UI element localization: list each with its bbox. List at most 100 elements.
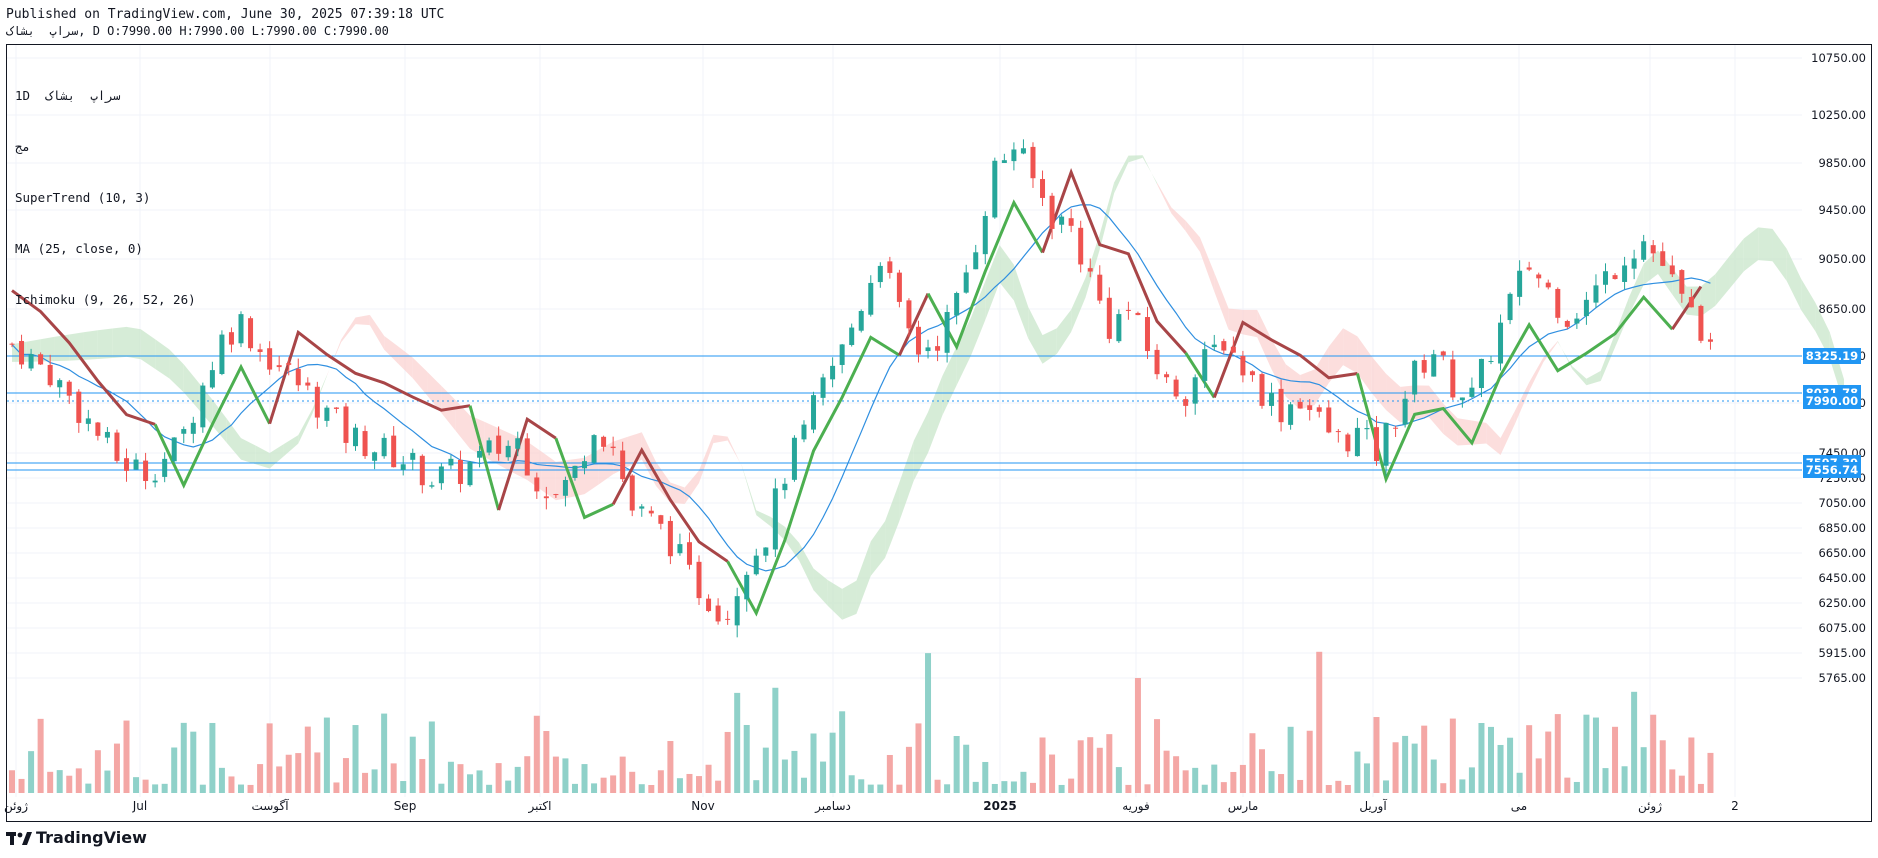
volume-bar bbox=[791, 750, 798, 793]
volume-bar bbox=[1354, 751, 1361, 793]
candle-body bbox=[629, 475, 635, 511]
legend-ma[interactable]: MA (25, close, 0) bbox=[15, 241, 143, 256]
cloud-segment bbox=[40, 336, 55, 362]
volume-bar bbox=[1449, 718, 1456, 793]
candle-body bbox=[686, 542, 692, 565]
volume-bar bbox=[467, 774, 474, 793]
volume-bar bbox=[9, 770, 15, 793]
candle-body bbox=[1555, 288, 1561, 318]
cloud-segment bbox=[226, 418, 242, 460]
candle-body bbox=[744, 574, 750, 600]
candle-body bbox=[1393, 427, 1399, 429]
candle-body bbox=[1020, 148, 1026, 154]
cloud-segment bbox=[999, 245, 1014, 301]
volume-bar bbox=[1058, 784, 1065, 793]
candle-body bbox=[190, 422, 196, 434]
candle-body bbox=[1517, 270, 1523, 297]
x-tick-12: ژوئن bbox=[1638, 799, 1662, 814]
cloud-segment bbox=[140, 329, 156, 369]
volume-bar bbox=[533, 715, 540, 793]
candle-body bbox=[601, 436, 607, 447]
volume-bar bbox=[1068, 778, 1075, 793]
volume-bar bbox=[724, 731, 731, 793]
legend-sub: مج bbox=[15, 139, 31, 154]
candle-body bbox=[906, 300, 912, 329]
cloud-segment bbox=[1500, 410, 1515, 455]
candle-body bbox=[429, 485, 435, 487]
candle-body bbox=[791, 437, 797, 480]
candle-body bbox=[124, 458, 130, 471]
candle-body bbox=[915, 326, 921, 355]
volume-bar bbox=[1077, 740, 1084, 793]
candle-body bbox=[362, 431, 368, 457]
supertrend-segment bbox=[1184, 352, 1216, 399]
candle-body bbox=[1488, 361, 1494, 363]
candle-body bbox=[305, 382, 311, 386]
volume-bar bbox=[1182, 770, 1189, 793]
candle-body bbox=[228, 332, 234, 345]
cloud-segment bbox=[870, 521, 886, 576]
volume-bar bbox=[972, 781, 979, 793]
cloud-segment bbox=[126, 326, 141, 360]
candle-body bbox=[295, 368, 301, 386]
y-tick-2: 9850.00 bbox=[1818, 156, 1866, 170]
candle-body bbox=[419, 455, 425, 486]
cloud-segment bbox=[1729, 238, 1744, 289]
volume-bar bbox=[600, 777, 607, 793]
volume-bar bbox=[438, 783, 445, 793]
volume-bar bbox=[686, 773, 693, 793]
candle-body bbox=[1459, 397, 1465, 401]
volume-bar bbox=[1535, 758, 1542, 793]
cloud-segment bbox=[899, 440, 914, 522]
volume-bar bbox=[1478, 723, 1485, 793]
tradingview-brand[interactable]: TradingView bbox=[6, 828, 147, 847]
cloud-segment bbox=[1128, 155, 1143, 163]
cloud-segment bbox=[398, 346, 413, 379]
volume-bar bbox=[295, 753, 302, 793]
volume-bar bbox=[1497, 744, 1504, 793]
cloud-segment bbox=[942, 346, 957, 416]
volume-bar bbox=[1001, 781, 1008, 793]
x-tick-6: دسامبر bbox=[814, 799, 851, 814]
legend-supertrend[interactable]: SuperTrend (10, 3) bbox=[15, 190, 151, 205]
cloud-segment bbox=[741, 466, 757, 516]
candle-body bbox=[1202, 349, 1208, 381]
volume-bar bbox=[1278, 774, 1285, 793]
candle-body bbox=[1011, 149, 1017, 162]
candle-body bbox=[1116, 314, 1122, 342]
cloud-segment bbox=[541, 451, 556, 501]
cloud-segment bbox=[1285, 364, 1301, 410]
ohlc-readout: سراپ بشاک, D O:7990.00 H:7990.00 L:7990.… bbox=[6, 24, 389, 38]
cloud-segment bbox=[341, 317, 356, 343]
volume-bar bbox=[1678, 775, 1685, 793]
y-tick-4: 9050.00 bbox=[1818, 252, 1866, 266]
supertrend-segment bbox=[268, 329, 471, 425]
candle-body bbox=[381, 437, 387, 457]
volume-bar bbox=[1039, 737, 1046, 793]
candle-body bbox=[1545, 282, 1551, 288]
volume-bar bbox=[1402, 735, 1409, 793]
cloud-segment bbox=[799, 542, 814, 591]
candle-body bbox=[1602, 271, 1608, 285]
volume-bar bbox=[1516, 772, 1523, 793]
candle-body bbox=[1154, 349, 1160, 375]
volume-bars bbox=[9, 651, 1714, 793]
candle-body bbox=[877, 265, 883, 283]
x-tick-1: Jul bbox=[132, 799, 147, 813]
volume-bar bbox=[209, 722, 216, 793]
cloud-segment bbox=[827, 580, 843, 620]
volume-bar bbox=[228, 776, 235, 793]
volume-bar bbox=[1192, 767, 1199, 793]
cloud-segment bbox=[1013, 264, 1029, 339]
candle-body bbox=[1469, 387, 1475, 397]
legend-ichimoku[interactable]: Ichimoku (9, 26, 52, 26) bbox=[15, 292, 196, 307]
tradingview-logo-icon bbox=[6, 831, 32, 845]
volume-bar bbox=[867, 784, 874, 793]
candle-body bbox=[286, 363, 292, 365]
candle-body bbox=[839, 344, 845, 365]
candle-body bbox=[772, 488, 778, 550]
volume-bar bbox=[1631, 691, 1638, 793]
candle-body bbox=[391, 435, 397, 468]
cloud-segment bbox=[1801, 278, 1816, 332]
